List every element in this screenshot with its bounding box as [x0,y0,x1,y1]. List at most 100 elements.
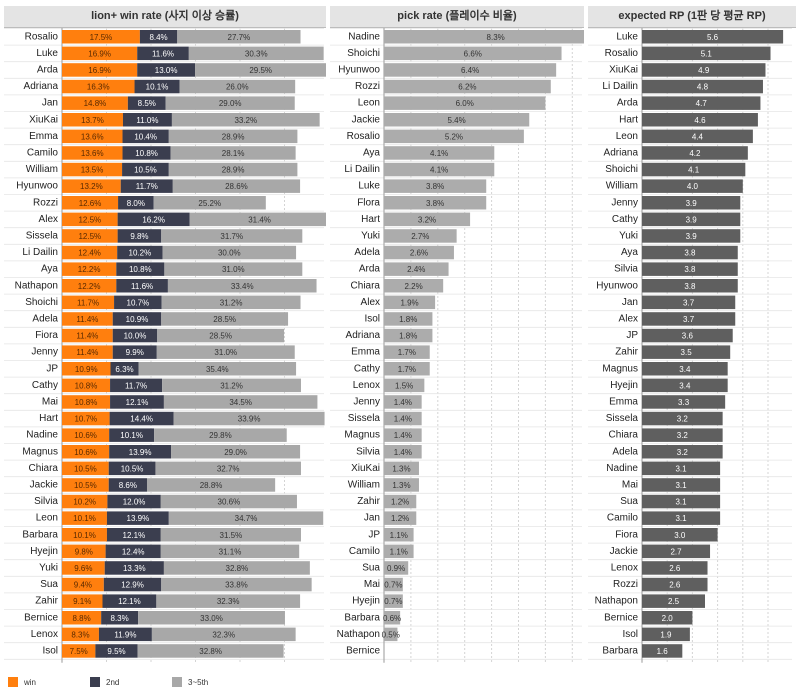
category-label: Leon [616,131,638,142]
bar-pick-label: 2.4% [407,265,425,274]
category-label: Mai [42,396,58,407]
category-label: XiuKai [351,463,380,474]
category-label: Bernice [346,645,380,656]
category-label: Alex [361,297,380,308]
bar-second [122,113,172,127]
bar-win [62,113,123,127]
bar-win-label: 12.2% [78,282,101,291]
category-label: Isol [42,645,58,656]
category-label: Barbara [344,612,380,623]
bar-pick-label: 0.5% [382,630,400,639]
bar-second [106,511,169,525]
bar-pick-label: 1.2% [391,498,409,507]
bar-rest [168,129,298,144]
bar-pick [384,627,398,642]
category-label: Adela [354,247,380,258]
category-label: Luke [616,31,638,42]
category-label: Aya [41,264,58,275]
bar-rest [161,229,303,243]
bar-win-label: 9.8% [75,547,93,556]
category-label: Chiara [351,280,381,291]
bar-win [62,162,123,177]
category-label: Sua [620,496,638,507]
bar-win-label: 17.5% [90,33,113,42]
category-label: Magnus [344,430,380,441]
bar-rest [167,279,317,293]
category-label: Bernice [604,612,638,623]
bar-pick [384,561,409,575]
bar-second [103,577,162,592]
category-label: Silvia [356,446,380,457]
bar-win-label: 13.7% [81,116,104,125]
bar-second [137,63,196,77]
bar-second [122,146,171,160]
category-label: Barbara [22,529,58,540]
category-label: Lenox [353,380,380,391]
bar-pick [384,428,422,442]
bar-rest-label: 31.2% [220,298,243,307]
bar-win-label: 10.5% [74,481,97,490]
category-label: Fiora [35,330,58,341]
category-label: Sissela [606,413,639,424]
bar-second [107,494,161,509]
bar-win-label: 14.8% [84,99,107,108]
bar-second-label: 10.0% [124,332,147,341]
bar-second-label: 13.0% [155,66,178,75]
bar-rest-label: 32.3% [217,597,240,606]
bar-pick-label: 3.2% [418,215,436,224]
category-label: Silvia [34,496,58,507]
category-label: Sua [362,562,380,573]
category-label: Cathy [32,380,58,391]
category-label: Rozzi [355,81,380,92]
bar-rp [642,644,683,658]
bar-rest-label: 29.5% [249,66,272,75]
category-label: Chiara [29,463,59,474]
bar-rest [163,395,318,409]
category-label: Hyunwoo [16,181,58,192]
bar-win-label: 10.6% [74,448,97,457]
bar-second [120,179,173,193]
bar-rest [162,378,301,393]
bar-second-label: 10.5% [134,166,157,175]
bar-pick [384,494,417,509]
bar-pick [384,395,422,409]
bar-rest-label: 25.2% [198,199,221,208]
category-label: Fiora [615,529,638,540]
bar-pick [384,279,444,293]
bar-rest-label: 28.9% [222,166,245,175]
category-label: Nadine [348,31,380,42]
bar-rest [171,445,301,459]
bar-pick [384,96,546,110]
bar-rest [137,644,284,658]
category-label: Nadine [26,430,58,441]
bar-rest-label: 31.5% [220,531,243,540]
bar-pick-label: 1.1% [390,547,408,556]
bar-rp-label: 3.9 [686,199,698,208]
bar-second [134,79,180,94]
category-label: Sissela [348,413,381,424]
bar-rp-label: 5.1 [701,49,713,58]
bar-win [62,279,117,293]
bar-second [102,594,157,608]
bar-pick [384,594,403,608]
bar-rest-label: 33.9% [238,415,261,424]
bar-second-label: 11.6% [152,49,174,58]
bar-rest [188,46,324,61]
bar-pick-label: 1.7% [398,348,416,357]
expected-rp-panel: expected RP (1판 당 평균 RP) Luke 5.6 Rosalio 5… [588,6,796,666]
bar-win [62,511,107,525]
bar-rest-label: 32.3% [212,630,235,639]
category-label: Chiara [609,430,639,441]
bar-rp-label: 2.5 [668,597,680,606]
bar-pick [384,229,457,243]
category-label: Zahir [615,347,638,358]
bar-rest [189,212,326,227]
bar-pick-label: 1.2% [391,514,409,523]
category-label: Cathy [612,214,638,225]
bar-rest [164,262,303,276]
bar-pick-label: 1.5% [395,381,413,390]
bar-pick [384,511,417,525]
bar-rp [642,146,748,160]
bar-win-label: 9.4% [74,581,92,590]
bar-pick-label: 2.6% [410,249,428,258]
